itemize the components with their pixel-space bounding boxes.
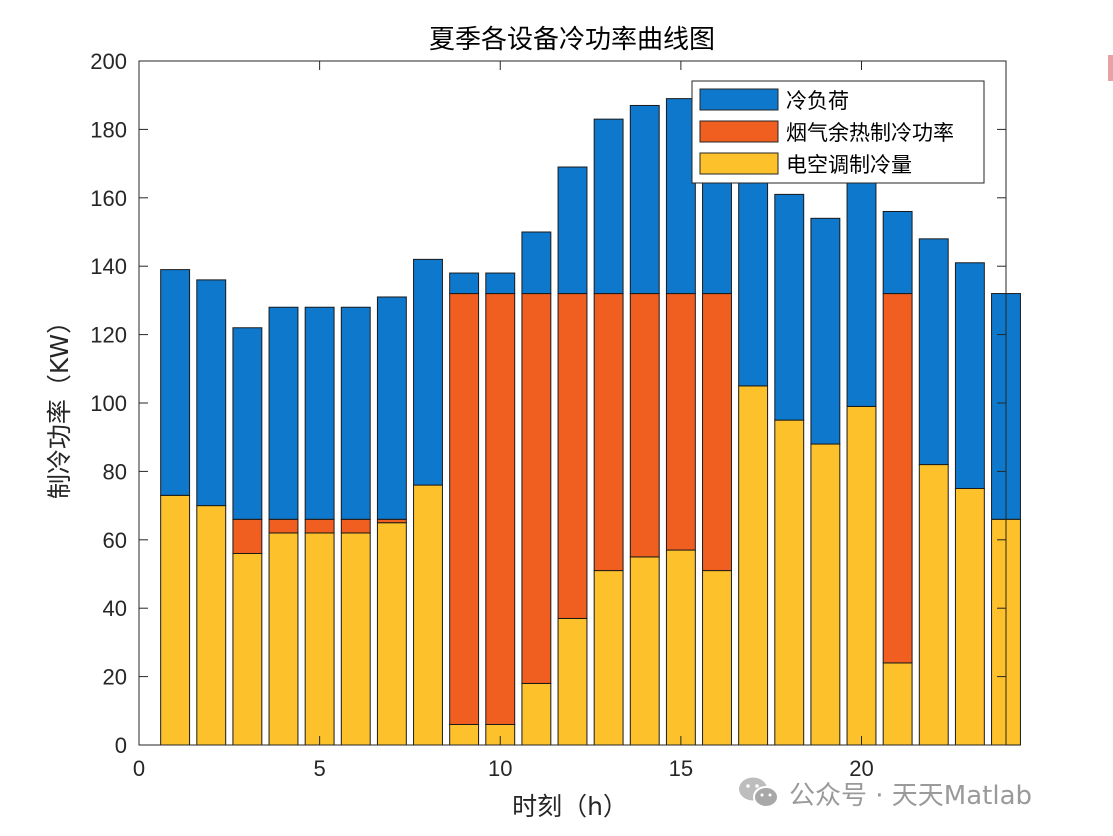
bar-flue-gas-h10 <box>485 293 516 725</box>
bar-electric-ac-h6 <box>340 532 371 746</box>
y-tick-label: 20 <box>103 665 127 690</box>
x-tick-label: 15 <box>669 756 693 781</box>
y-tick-label: 40 <box>103 596 127 621</box>
bar-electric-ac-h5 <box>304 532 335 746</box>
bar-flue-gas-h13 <box>593 293 624 572</box>
bar-cooling-load-h12 <box>557 166 588 295</box>
bar-flue-gas-h5 <box>304 518 335 534</box>
bar-electric-ac-h1 <box>160 494 191 746</box>
x-tick-label: 10 <box>488 756 512 781</box>
bar-electric-ac-h13 <box>593 570 624 746</box>
bar-electric-ac-h21 <box>882 662 913 746</box>
legend-swatch-cooling-load <box>699 88 779 111</box>
bar-cooling-load-h21 <box>882 210 913 295</box>
legend-label-flue-gas: 烟气余热制冷功率 <box>786 121 954 145</box>
legend-label-cooling-load: 冷负荷 <box>786 89 849 113</box>
y-tick-label: 0 <box>115 733 127 758</box>
y-tick-label: 200 <box>90 49 127 74</box>
x-tick-label: 5 <box>314 756 326 781</box>
bar-cooling-load-h18 <box>774 193 805 421</box>
bar-electric-ac-h23 <box>954 488 985 746</box>
bar-flue-gas-h3 <box>232 518 263 554</box>
x-axis-label: 时刻（h） <box>512 792 628 821</box>
bar-electric-ac-h20 <box>846 405 877 746</box>
y-tick-label: 100 <box>90 391 127 416</box>
bar-cooling-load-h14 <box>629 104 660 295</box>
bar-flue-gas-h7 <box>376 518 407 524</box>
bar-flue-gas-h14 <box>629 293 660 558</box>
bar-cooling-load-h10 <box>485 272 516 295</box>
bar-cooling-load-h2 <box>196 279 227 507</box>
bar-flue-gas-h9 <box>449 293 480 725</box>
bar-electric-ac-h8 <box>413 484 443 746</box>
y-tick-label: 120 <box>90 323 127 348</box>
bar-flue-gas-h4 <box>268 518 299 534</box>
y-tick-label: 160 <box>90 186 127 211</box>
bar-cooling-load-h4 <box>268 306 299 520</box>
chart-title: 夏季各设备冷功率曲线图 <box>429 25 715 55</box>
bar-electric-ac-h3 <box>232 552 263 746</box>
bar-electric-ac-h16 <box>702 570 732 746</box>
bar-cooling-load-h22 <box>918 238 949 466</box>
bar-cooling-load-h20 <box>846 180 877 407</box>
bar-flue-gas-h21 <box>882 293 913 664</box>
bar-electric-ac-h15 <box>665 549 696 746</box>
y-tick-label: 180 <box>90 117 127 142</box>
bar-electric-ac-h14 <box>629 556 660 746</box>
watermark: 公众号 · 天天Matlab <box>737 773 1032 813</box>
bar-cooling-load-h17 <box>738 159 769 387</box>
legend-label-electric-ac: 电空调制冷量 <box>786 153 912 177</box>
bar-cooling-load-h3 <box>232 327 263 520</box>
bar-electric-ac-h9 <box>449 723 480 746</box>
bar-cooling-load-h13 <box>593 118 624 295</box>
bar-electric-ac-h17 <box>738 385 769 746</box>
bar-cooling-load-h23 <box>954 262 985 489</box>
x-tick-label: 0 <box>133 756 145 781</box>
bar-cooling-load-h5 <box>304 306 335 520</box>
bar-cooling-load-h19 <box>810 217 841 445</box>
wechat-icon <box>739 777 779 808</box>
bar-cooling-load-h1 <box>160 269 191 496</box>
bar-cooling-load-h15 <box>665 98 696 295</box>
bar-cooling-load-h6 <box>340 306 371 520</box>
bar-electric-ac-h4 <box>268 532 299 746</box>
x-tick-label: 20 <box>849 756 873 781</box>
legend-swatch-electric-ac <box>699 152 779 175</box>
legend-swatch-flue-gas <box>699 120 779 143</box>
legend: 冷负荷 烟气余热制冷功率 电空调制冷量 <box>691 80 985 184</box>
bar-flue-gas-h16 <box>702 293 732 572</box>
bar-flue-gas-h11 <box>521 293 552 684</box>
y-tick-label: 140 <box>90 254 127 279</box>
edge-mark <box>1108 55 1113 81</box>
bar-cooling-load-h7 <box>376 296 407 520</box>
bar-cooling-load-h9 <box>449 272 480 295</box>
bar-electric-ac-h22 <box>918 464 949 746</box>
bar-electric-ac-h7 <box>376 522 407 746</box>
bar-cooling-load-h8 <box>413 258 443 486</box>
bar-electric-ac-h11 <box>521 682 552 746</box>
bar-electric-ac-h12 <box>557 617 588 746</box>
bar-electric-ac-h18 <box>774 419 805 746</box>
bar-flue-gas-h15 <box>665 293 696 551</box>
bar-flue-gas-h6 <box>340 518 371 534</box>
y-tick-label: 80 <box>103 459 127 484</box>
watermark-text: 公众号 · 天天Matlab <box>789 780 1033 811</box>
bar-electric-ac-h19 <box>810 443 841 746</box>
bar-electric-ac-h2 <box>196 505 227 746</box>
bar-flue-gas-h12 <box>557 293 588 619</box>
bar-cooling-load-h11 <box>521 231 552 295</box>
y-tick-label: 60 <box>103 528 127 553</box>
y-axis-label: 制冷功率（KW） <box>45 309 74 499</box>
